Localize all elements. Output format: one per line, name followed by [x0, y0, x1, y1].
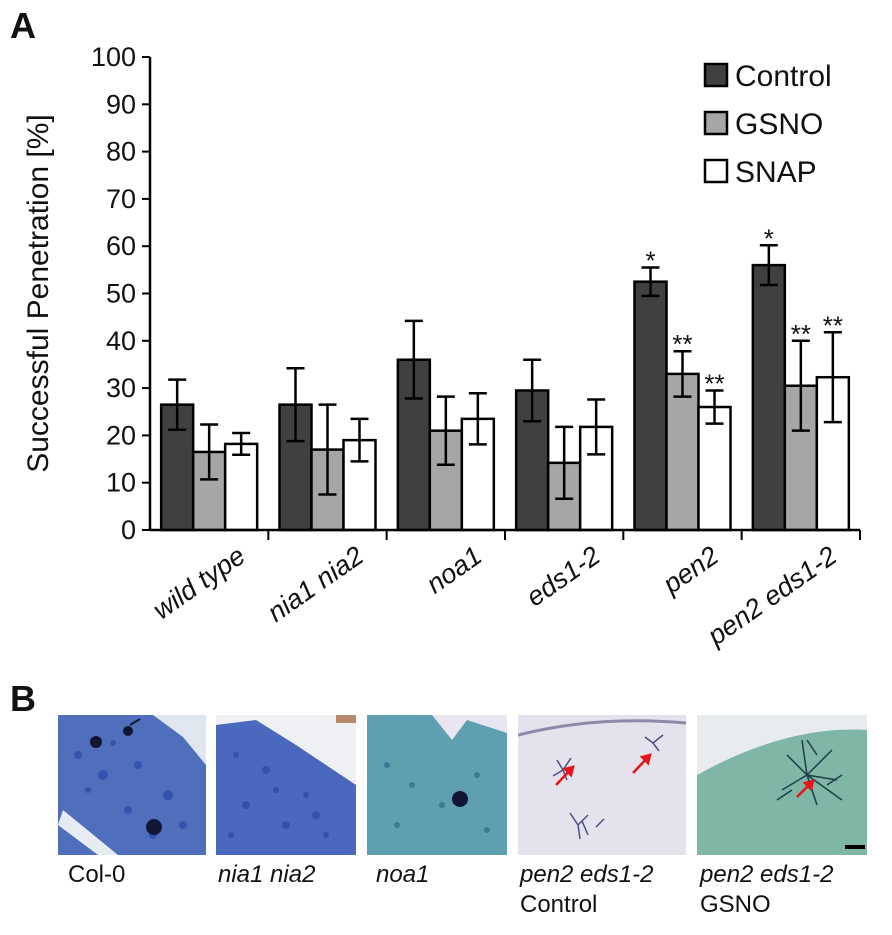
caption-pen2-gsno-line1: pen2 eds1-2 — [700, 861, 834, 888]
significance-mark: * — [764, 223, 774, 253]
y-tick-label: 80 — [106, 137, 136, 167]
significance-mark: * — [645, 245, 655, 275]
significance-mark: ** — [823, 310, 843, 340]
micrograph-nia1-nia2 — [216, 715, 356, 855]
caption-pen2-control-line2: Control — [520, 891, 598, 918]
micrograph-pen2-eds1-2-control — [518, 715, 686, 855]
caption-pen2-eds1-2-control: pen2 eds1-2 Control — [520, 860, 653, 920]
significance-mark: ** — [672, 329, 692, 359]
y-tick-label: 60 — [106, 231, 136, 261]
x-category-label: eds1-2 — [521, 540, 606, 612]
y-tick-label: 40 — [106, 326, 136, 356]
y-tick-label: 20 — [106, 420, 136, 450]
caption-nia1-nia2: nia1 nia2 — [218, 860, 315, 890]
y-tick-label: 90 — [106, 89, 136, 119]
x-category-label: nia1 nia2 — [262, 540, 369, 627]
legend-label: GSNO — [735, 108, 823, 141]
legend-swatch — [703, 110, 729, 136]
x-category-label: pen2 eds1-2 — [701, 540, 842, 651]
caption-col0: Col-0 — [68, 860, 125, 890]
caption-nia1-nia2-line1: nia1 nia2 — [218, 861, 316, 888]
caption-noa1: noa1 — [376, 860, 429, 890]
y-tick-label: 70 — [106, 184, 136, 214]
panel-a-label: A — [10, 5, 36, 46]
y-tick-label: 30 — [106, 373, 136, 403]
x-category-label: wild type — [147, 540, 250, 625]
legend-label: Control — [735, 60, 832, 93]
caption-pen2-control-line1: pen2 eds1-2 — [520, 861, 654, 888]
micrograph-pen2-eds1-2-gsno — [697, 715, 867, 855]
y-tick-label: 50 — [106, 279, 136, 309]
panel-b-label: B — [10, 678, 36, 719]
bar — [697, 405, 732, 532]
bar — [223, 442, 259, 532]
x-category-label: noa1 — [421, 540, 487, 599]
caption-noa1-line1: noa1 — [376, 861, 430, 888]
bar-chart: 0 10 20 30 40 50 60 70 80 90 100 Successful Penetra… — [22, 42, 861, 652]
y-tick-label: 0 — [121, 515, 136, 545]
legend-label: SNAP — [735, 156, 817, 189]
micrograph-noa1 — [367, 715, 507, 855]
legend-swatch — [703, 62, 729, 88]
micrograph-col0 — [58, 715, 206, 855]
legend-swatch — [703, 158, 729, 184]
y-axis-label: Successful Penetration [%] — [22, 114, 55, 473]
y-tick-label: 10 — [106, 468, 136, 498]
y-tick-label: 100 — [91, 42, 136, 72]
caption-col0-line1: Col-0 — [68, 861, 126, 888]
x-category-label: pen2 — [657, 540, 724, 600]
caption-pen2-gsno-line2: GSNO — [700, 891, 771, 918]
significance-mark: ** — [704, 368, 724, 398]
bar — [633, 280, 668, 532]
bar — [751, 263, 787, 532]
significance-mark: ** — [791, 319, 811, 349]
caption-pen2-eds1-2-gsno: pen2 eds1-2 GSNO — [700, 860, 833, 920]
